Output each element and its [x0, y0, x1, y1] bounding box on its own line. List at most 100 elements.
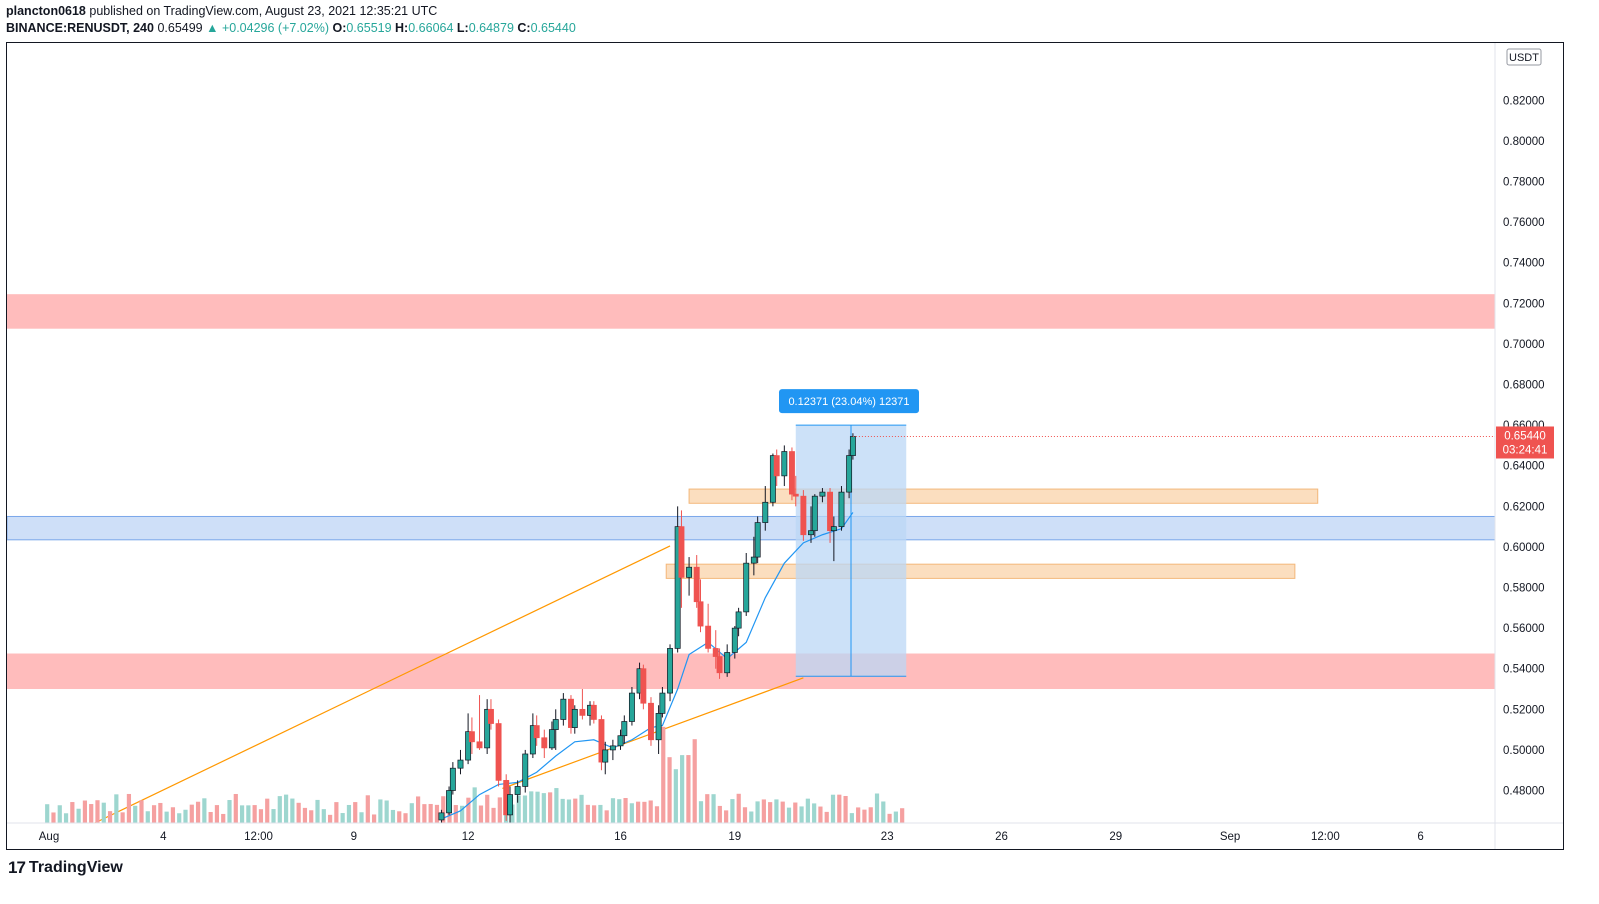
- volume-bar: [629, 803, 634, 823]
- volume-bar: [648, 800, 653, 823]
- price-axis: 0.48000 0.50000 0.52000 0.54000 0.56000 0.580…: [1503, 48, 1545, 798]
- volume-bar: [573, 798, 578, 823]
- time-tick-label: 4: [160, 831, 167, 843]
- price-tick-label: 0.60000: [1503, 542, 1545, 554]
- candle: [735, 607, 742, 637]
- volume-bar: [460, 805, 465, 823]
- volume-bar: [309, 810, 314, 823]
- price-tick-label: 0.82000: [1503, 95, 1545, 107]
- price-tick-label: 0.80000: [1503, 136, 1545, 148]
- tradingview-logo[interactable]: 17 TradingView: [8, 858, 123, 878]
- symbol-info: BINANCE:RENUSDT, 240 0.65499 ▲ +0.04296 …: [6, 21, 576, 35]
- trendline-0: [94, 545, 671, 824]
- volume-bar: [774, 799, 779, 823]
- candle: [819, 488, 826, 503]
- volume-bar: [579, 794, 584, 823]
- candle: [640, 664, 647, 710]
- volume-bar: [441, 796, 446, 823]
- candle: [488, 699, 494, 730]
- candle: [705, 603, 712, 653]
- price-labels: 0.65440 03:24:41: [852, 426, 1554, 459]
- volume-bar: [768, 802, 773, 823]
- candle: [617, 729, 624, 750]
- volume-bar: [585, 804, 590, 823]
- time-tick-label: 29: [1109, 831, 1122, 843]
- volume-bar: [170, 807, 176, 823]
- candle-body: [621, 721, 628, 737]
- candle: [571, 705, 578, 734]
- candle-body: [808, 530, 814, 536]
- volume-bar: [560, 798, 565, 823]
- price-tick-label: 0.74000: [1503, 258, 1545, 270]
- currency-label: USDT: [1509, 52, 1539, 64]
- publish-text: published on TradingView.com, August 23,…: [89, 4, 438, 18]
- symbol-label: BINANCE:RENUSDT, 240: [6, 21, 154, 35]
- volume-bar: [868, 807, 873, 823]
- candle-body: [712, 648, 719, 657]
- volume-bar: [654, 806, 660, 823]
- candle: [838, 486, 845, 531]
- price-tick-label: 0.56000: [1503, 623, 1545, 635]
- candle: [846, 449, 853, 499]
- volume-bar: [711, 794, 716, 823]
- time-tick-label: 26: [995, 831, 1008, 843]
- last-price-label: 0.65440: [1504, 430, 1546, 442]
- volume-bar: [453, 805, 458, 823]
- volume-bar: [221, 813, 226, 823]
- time-tick-label: 6: [1417, 831, 1423, 843]
- candle-body: [541, 737, 548, 749]
- volume-bar: [724, 810, 729, 823]
- candle-body: [628, 692, 635, 722]
- candle: [476, 695, 483, 750]
- candle: [655, 705, 662, 754]
- volume-bar: [89, 804, 94, 823]
- volume-bar: [799, 806, 804, 823]
- volume-bar: [516, 795, 521, 823]
- candle: [507, 786, 513, 823]
- candle: [484, 699, 491, 754]
- volume-bar: [566, 799, 572, 823]
- volume-bar: [208, 812, 213, 823]
- candle-body: [514, 786, 521, 795]
- candle-body: [579, 708, 586, 716]
- candle: [602, 741, 609, 775]
- candle-body: [743, 562, 750, 613]
- volume-bar: [378, 799, 383, 823]
- volume-bar: [63, 813, 69, 823]
- volume-bar: [837, 794, 842, 823]
- currency-badge: USDT: [1506, 48, 1542, 66]
- candle: [743, 553, 750, 616]
- volume-bar: [183, 809, 188, 823]
- time-tick-label: 12:00: [244, 831, 273, 843]
- candle: [457, 749, 464, 775]
- volume-bar: [334, 802, 339, 823]
- volume-bar: [497, 797, 502, 823]
- volume-bar: [384, 800, 389, 823]
- candle-body: [465, 731, 472, 761]
- price-tick-label: 0.54000: [1503, 664, 1545, 676]
- candle: [808, 506, 814, 543]
- chart-frame[interactable]: 0.12371 (23.04%) 12371 0.48000 0.50000 0.5…: [6, 42, 1564, 850]
- volume-bar: [893, 811, 898, 823]
- candle-body: [693, 566, 700, 603]
- time-tick-label: Sep: [1220, 831, 1240, 843]
- volume-bar: [45, 804, 50, 823]
- candle: [773, 449, 780, 487]
- price-chart[interactable]: 0.12371 (23.04%) 12371 0.48000 0.50000 0.5…: [6, 43, 1563, 849]
- candle: [781, 445, 788, 487]
- price-tick-label: 0.62000: [1503, 501, 1545, 513]
- volume-bar: [623, 797, 628, 823]
- candle-body: [686, 566, 693, 578]
- measure-layer: 0.12371 (23.04%) 12371: [779, 389, 920, 677]
- volume-bar: [365, 795, 370, 823]
- candle-body: [697, 601, 704, 627]
- candle-body: [655, 713, 662, 741]
- last-price-box: [1496, 426, 1554, 459]
- candle-body: [781, 451, 788, 477]
- volume-bar: [548, 792, 553, 823]
- candle-body: [533, 725, 540, 739]
- candle: [446, 786, 453, 815]
- volume-bar: [57, 805, 62, 823]
- candle-body: [640, 668, 647, 704]
- volume-bar: [246, 805, 251, 823]
